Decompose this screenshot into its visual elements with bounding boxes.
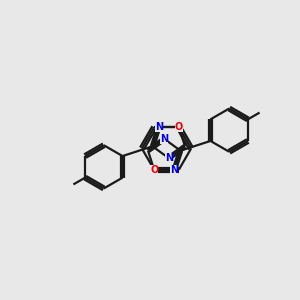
- Text: N: N: [160, 134, 168, 144]
- Text: O: O: [150, 165, 158, 175]
- Text: N: N: [165, 153, 173, 163]
- Text: N: N: [154, 122, 163, 132]
- Text: N: N: [170, 165, 178, 175]
- Text: O: O: [175, 122, 183, 132]
